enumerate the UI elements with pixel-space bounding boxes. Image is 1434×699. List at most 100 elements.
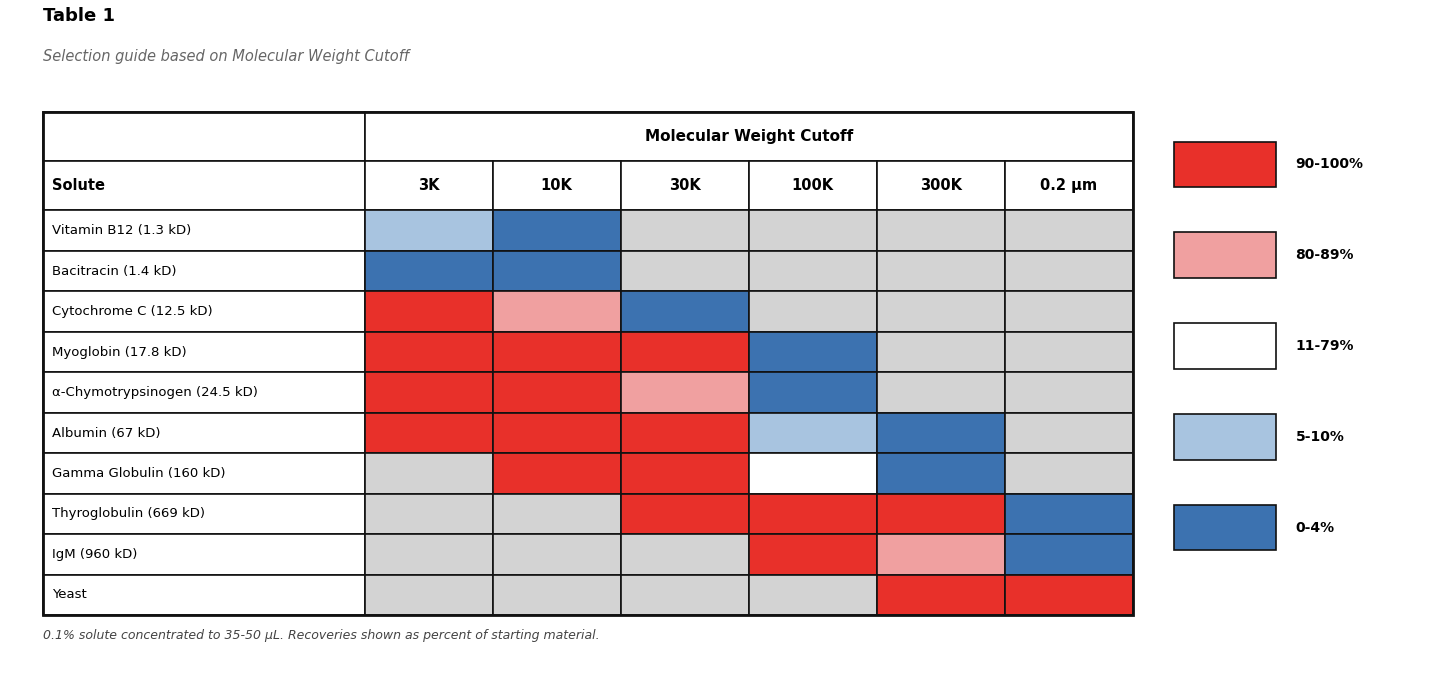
Text: Table 1: Table 1 <box>43 7 115 25</box>
Bar <box>1005 373 1133 413</box>
Bar <box>493 575 621 615</box>
Bar <box>364 112 1133 161</box>
Bar <box>364 534 493 575</box>
Bar <box>364 373 493 413</box>
Text: α-Chymotrypsinogen (24.5 kD): α-Chymotrypsinogen (24.5 kD) <box>52 386 258 399</box>
Bar <box>749 453 876 493</box>
Bar <box>493 332 621 373</box>
Bar <box>43 112 364 161</box>
Bar <box>876 373 1005 413</box>
Bar <box>493 493 621 534</box>
Text: 300K: 300K <box>919 178 962 194</box>
Text: 10K: 10K <box>541 178 572 194</box>
Bar <box>749 413 876 453</box>
Bar <box>364 493 493 534</box>
Bar <box>1005 161 1133 210</box>
Bar <box>876 210 1005 251</box>
Text: Bacitracin (1.4 kD): Bacitracin (1.4 kD) <box>52 265 176 278</box>
Bar <box>621 251 749 291</box>
Bar <box>364 210 493 251</box>
Bar <box>493 210 621 251</box>
Bar <box>493 413 621 453</box>
Bar <box>621 413 749 453</box>
Bar <box>43 373 364 413</box>
Bar <box>1005 493 1133 534</box>
Bar <box>621 493 749 534</box>
Bar <box>621 534 749 575</box>
Bar <box>1005 413 1133 453</box>
Bar <box>876 493 1005 534</box>
Bar <box>749 251 876 291</box>
Text: 5-10%: 5-10% <box>1295 430 1344 444</box>
Text: 90-100%: 90-100% <box>1295 157 1364 171</box>
Bar <box>621 291 749 332</box>
Text: 100K: 100K <box>792 178 833 194</box>
Text: Thyroglobulin (669 kD): Thyroglobulin (669 kD) <box>52 507 205 521</box>
Text: 3K: 3K <box>417 178 439 194</box>
Bar <box>621 332 749 373</box>
Bar <box>1005 291 1133 332</box>
Text: Yeast: Yeast <box>52 589 86 601</box>
Bar <box>1005 332 1133 373</box>
Bar <box>876 413 1005 453</box>
Bar <box>749 534 876 575</box>
Bar <box>493 534 621 575</box>
Bar <box>1005 453 1133 493</box>
Bar <box>43 453 364 493</box>
Text: 80-89%: 80-89% <box>1295 248 1354 262</box>
Bar <box>43 251 364 291</box>
Bar <box>749 161 876 210</box>
Bar <box>876 332 1005 373</box>
Bar <box>621 575 749 615</box>
Text: Solute: Solute <box>52 178 105 194</box>
Text: IgM (960 kD): IgM (960 kD) <box>52 548 138 561</box>
Text: Gamma Globulin (160 kD): Gamma Globulin (160 kD) <box>52 467 225 480</box>
Bar <box>43 413 364 453</box>
Bar <box>43 493 364 534</box>
Bar <box>493 291 621 332</box>
Bar <box>364 453 493 493</box>
Bar <box>1173 232 1276 278</box>
Bar <box>876 251 1005 291</box>
Bar <box>1005 210 1133 251</box>
Bar <box>876 291 1005 332</box>
Bar <box>493 161 621 210</box>
Bar <box>493 453 621 493</box>
Bar <box>749 291 876 332</box>
Bar <box>621 210 749 251</box>
Bar <box>1173 414 1276 460</box>
Bar <box>1005 575 1133 615</box>
Text: Selection guide based on Molecular Weight Cutoff: Selection guide based on Molecular Weigh… <box>43 49 409 64</box>
Text: 11-79%: 11-79% <box>1295 339 1354 353</box>
Bar <box>749 575 876 615</box>
Text: Molecular Weight Cutoff: Molecular Weight Cutoff <box>644 129 853 144</box>
Text: 30K: 30K <box>668 178 701 194</box>
Bar <box>493 373 621 413</box>
Text: 0-4%: 0-4% <box>1295 521 1335 535</box>
Bar <box>43 534 364 575</box>
Bar <box>876 575 1005 615</box>
Bar <box>364 251 493 291</box>
Bar <box>749 332 876 373</box>
Bar <box>364 291 493 332</box>
Bar <box>1173 141 1276 187</box>
Bar <box>749 493 876 534</box>
Bar <box>364 413 493 453</box>
Bar <box>876 453 1005 493</box>
Text: 0.1% solute concentrated to 35-50 μL. Recoveries shown as percent of starting ma: 0.1% solute concentrated to 35-50 μL. Re… <box>43 629 599 642</box>
Text: 0.2 μm: 0.2 μm <box>1040 178 1097 194</box>
Bar <box>43 291 364 332</box>
Bar <box>749 210 876 251</box>
Bar <box>1005 251 1133 291</box>
Bar <box>364 575 493 615</box>
Text: Cytochrome C (12.5 kD): Cytochrome C (12.5 kD) <box>52 305 212 318</box>
Bar <box>1173 323 1276 369</box>
Bar <box>493 251 621 291</box>
Text: Vitamin B12 (1.3 kD): Vitamin B12 (1.3 kD) <box>52 224 191 237</box>
Bar <box>621 453 749 493</box>
Text: Myoglobin (17.8 kD): Myoglobin (17.8 kD) <box>52 345 186 359</box>
Bar <box>43 332 364 373</box>
Bar <box>1173 505 1276 551</box>
Text: Albumin (67 kD): Albumin (67 kD) <box>52 426 161 440</box>
Bar <box>621 373 749 413</box>
